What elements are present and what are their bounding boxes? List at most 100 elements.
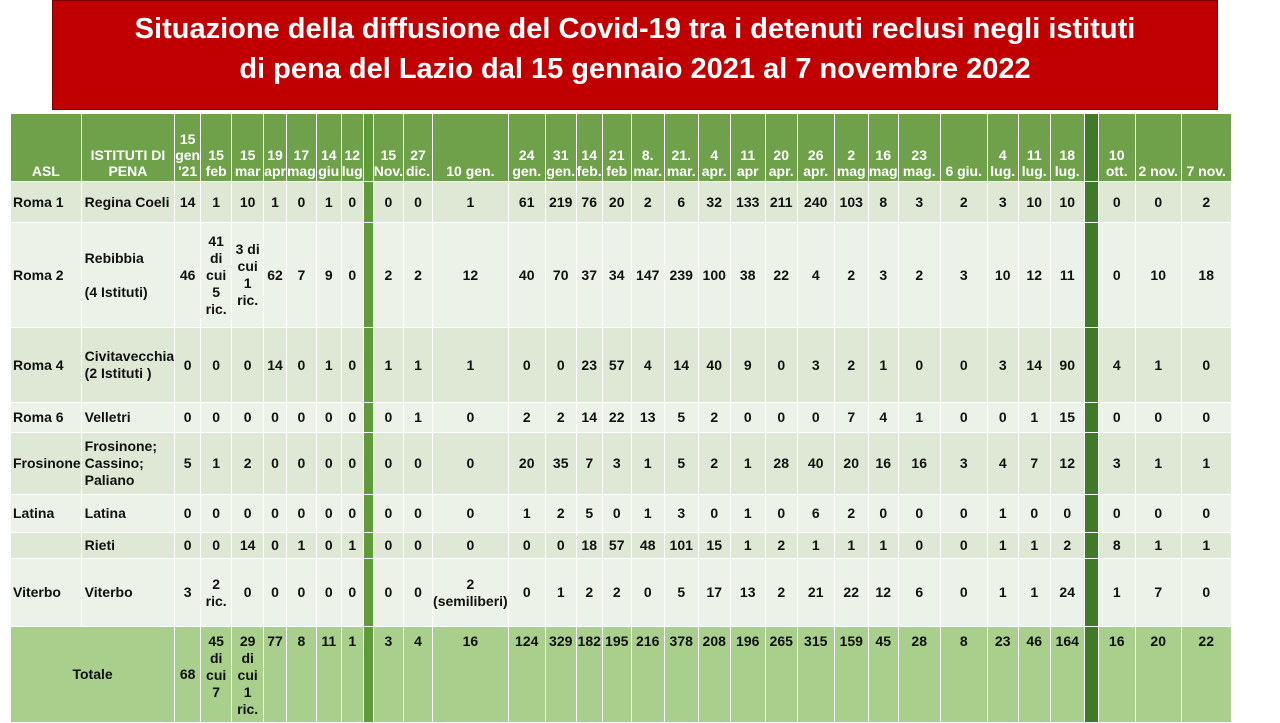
asl-cell: Frosinone (10, 432, 82, 495)
value-cell: 0 (285, 432, 317, 495)
value-cell: 0 (340, 558, 364, 627)
value-cell: 0 (507, 532, 546, 559)
value-cell: 3 (939, 222, 988, 328)
value-cell: 0 (630, 558, 665, 627)
value-cell: 1 (796, 532, 835, 559)
value-cell: 2 (231, 432, 265, 495)
value-cell: 1 (285, 532, 317, 559)
value-cell: 24 (1049, 558, 1085, 627)
value-cell: 0 (796, 402, 835, 433)
value-cell: 3 (601, 432, 632, 495)
value-cell: 2 (897, 222, 941, 328)
header-date: 21 feb (601, 113, 632, 182)
value-cell: 1 (1017, 402, 1051, 433)
value-cell: 0 (231, 558, 265, 627)
value-cell: 0 (986, 402, 1019, 433)
value-cell: 12 (1017, 222, 1051, 328)
value-cell: 32 (697, 181, 731, 223)
total-value: 23 (986, 626, 1019, 723)
value-cell: 101 (663, 532, 699, 559)
value-cell: 4 (796, 222, 835, 328)
value-cell: 1 (729, 432, 766, 495)
total-value: 195 (601, 626, 632, 723)
value-cell: 10 (1134, 222, 1182, 328)
value-cell: 10 (1049, 181, 1085, 223)
value-cell: 12 (432, 222, 509, 328)
value-cell: 133 (729, 181, 766, 223)
value-cell: 0 (340, 402, 364, 433)
table-row: Roma 4 Civitavecchia (2 Istituti ) 0 0 0 14 0 1… (10, 327, 1232, 403)
separator-column (1083, 432, 1099, 495)
value-cell: 16 (867, 432, 899, 495)
value-cell: 0 (285, 181, 317, 223)
value-cell: 14 (663, 327, 699, 403)
total-value: 16 (432, 626, 509, 723)
table-row: Viterbo Viterbo 3 2 ric. 0 0 0 0 0 0 0 2 (semiliber… (10, 558, 1232, 627)
value-cell: 12 (1049, 432, 1085, 495)
value-cell: 0 (174, 494, 202, 533)
value-cell: 0 (729, 402, 766, 433)
separator-column (362, 532, 374, 559)
value-cell: 15 (697, 532, 731, 559)
header-date: 15 Nov. (372, 113, 405, 182)
value-cell: 20 (833, 432, 869, 495)
value-cell: 1 (729, 494, 766, 533)
value-cell: 0 (764, 402, 798, 433)
value-cell: 0 (340, 494, 364, 533)
value-cell: 0 (1049, 494, 1085, 533)
value-cell: 1 (1017, 558, 1051, 627)
total-value: 16 (1097, 626, 1136, 723)
separator-column (362, 181, 374, 223)
total-value: 196 (729, 626, 766, 723)
value-cell: 1 (986, 558, 1019, 627)
value-cell: 0 (263, 494, 287, 533)
value-cell: 0 (200, 402, 233, 433)
value-cell: 0 (200, 532, 233, 559)
value-cell: 7 (1017, 432, 1051, 495)
header-date: 10 ott. (1097, 113, 1136, 182)
value-cell: 9 (729, 327, 766, 403)
value-cell: 62 (263, 222, 287, 328)
value-cell: 1 (1180, 532, 1232, 559)
value-cell: 2 (630, 181, 665, 223)
value-cell: 2 (697, 402, 731, 433)
value-cell: 0 (507, 327, 546, 403)
total-value: 20 (1134, 626, 1182, 723)
value-cell: 1 (986, 494, 1019, 533)
value-cell: 0 (939, 494, 988, 533)
value-cell: 0 (315, 432, 342, 495)
value-cell: 0 (697, 494, 731, 533)
value-cell: 2 (601, 558, 632, 627)
value-cell: 37 (575, 222, 603, 328)
value-cell: 6 (897, 558, 941, 627)
value-cell: 6 (663, 181, 699, 223)
value-cell: 2 (764, 558, 798, 627)
header-date: 27 dic. (403, 113, 434, 182)
value-cell: 0 (263, 432, 287, 495)
value-cell: 2 (939, 181, 988, 223)
value-cell: 40 (507, 222, 546, 328)
value-cell: 14 (575, 402, 603, 433)
value-cell: 0 (403, 432, 434, 495)
value-cell: 0 (231, 402, 265, 433)
value-cell: 2 (833, 222, 869, 328)
value-cell: 14 (263, 327, 287, 403)
value-cell: 0 (372, 181, 405, 223)
value-cell: 38 (729, 222, 766, 328)
value-cell: 0 (544, 532, 577, 559)
value-cell: 0 (939, 558, 988, 627)
total-value: 3 (372, 626, 405, 723)
separator-column (362, 113, 374, 182)
asl-cell: Roma 4 (10, 327, 82, 403)
value-cell: 12 (867, 558, 899, 627)
value-cell: 0 (174, 532, 202, 559)
value-cell: 7 (575, 432, 603, 495)
value-cell: 0 (263, 558, 287, 627)
value-cell: 0 (1180, 558, 1232, 627)
value-cell: 0 (867, 494, 899, 533)
value-cell: 8 (867, 181, 899, 223)
value-cell: 0 (263, 402, 287, 433)
value-cell: 7 (285, 222, 317, 328)
separator-column (1083, 494, 1099, 533)
table-row: Roma 1 Regina Coeli 14 1 10 1 0 1 0 0 0 1 61 219 76 20 2… (10, 181, 1232, 223)
